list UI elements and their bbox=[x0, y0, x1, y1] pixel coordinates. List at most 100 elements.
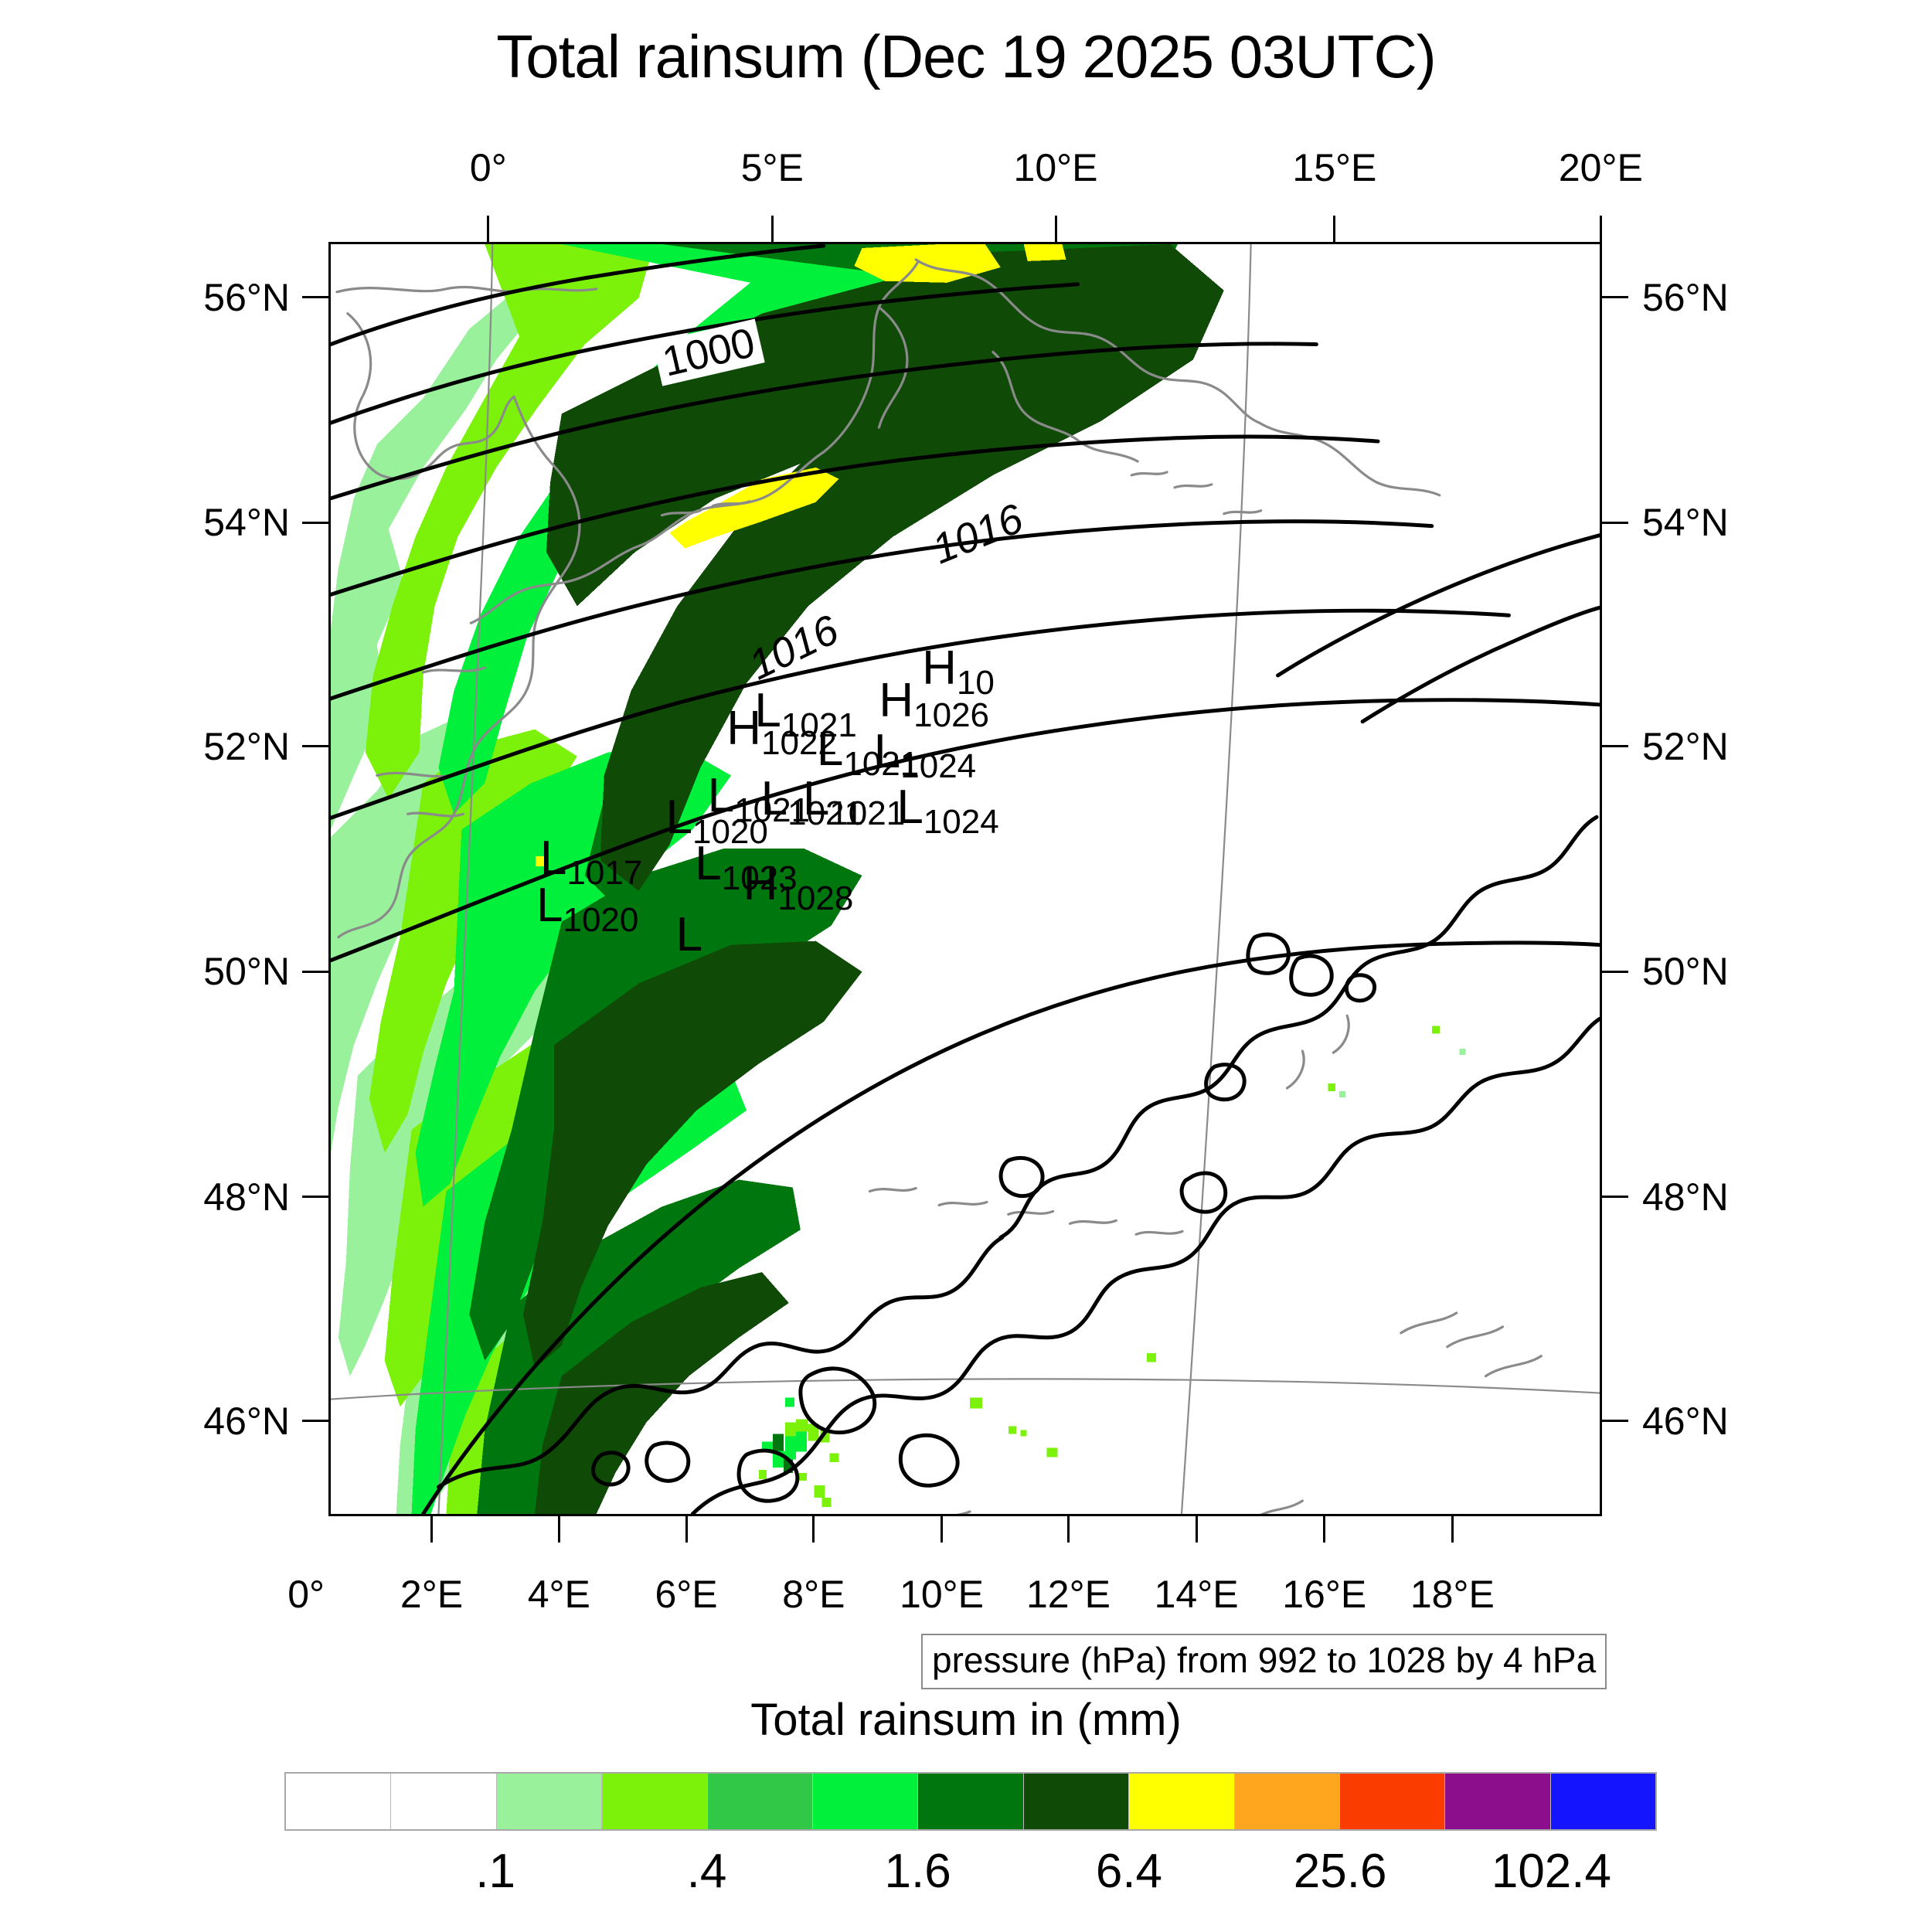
pressure-center-l-clipped-bottom: L bbox=[675, 907, 703, 961]
axis-label-left-3: 50°N bbox=[203, 950, 290, 994]
colorbar-cell-5[interactable] bbox=[812, 1774, 919, 1829]
axis-label-right-0: 56°N bbox=[1642, 275, 1729, 319]
pressure-center-l-1021-a: L1021 bbox=[754, 684, 857, 745]
axis-label-bottom-5: 10°E bbox=[900, 1573, 984, 1616]
axis-label-bottom-7: 14°E bbox=[1154, 1573, 1239, 1616]
axis-tick-bottom-3 bbox=[685, 1516, 688, 1543]
axis-tick-top-4 bbox=[1599, 216, 1602, 242]
axis-label-left-0: 56°N bbox=[203, 275, 290, 319]
axis-tick-right-3 bbox=[1602, 970, 1628, 973]
colorbar-cell-1[interactable] bbox=[391, 1774, 497, 1829]
colorbar-cell-11[interactable] bbox=[1445, 1774, 1551, 1829]
pressure-center-l-1021-b: L1021 bbox=[816, 722, 920, 783]
page-title: Total rainsum (Dec 19 2025 03UTC) bbox=[496, 22, 1437, 90]
pressure-center-l-1020-a: L1020 bbox=[665, 791, 768, 852]
axis-label-right-3: 50°N bbox=[1642, 950, 1729, 994]
colorbar-cell-6[interactable] bbox=[918, 1774, 1024, 1829]
axis-label-right-1: 54°N bbox=[1642, 501, 1729, 545]
axis-tick-right-1 bbox=[1602, 521, 1628, 524]
axis-tick-bottom-8 bbox=[1323, 1516, 1326, 1543]
colorbar-cell-8[interactable] bbox=[1129, 1774, 1235, 1829]
colorbar-cell-0[interactable] bbox=[286, 1774, 392, 1829]
map-plot-area[interactable]: 1000 1016 1016 H1022 L1021 L1021 L1021 L… bbox=[328, 242, 1602, 1516]
pressure-center-h-1022: H1022 bbox=[726, 702, 837, 763]
pressure-center-l-1017: L1017 bbox=[539, 831, 643, 893]
axis-label-left-2: 52°N bbox=[203, 724, 290, 768]
axis-tick-right-0 bbox=[1602, 296, 1628, 299]
axis-tick-right-5 bbox=[1602, 1420, 1628, 1423]
axis-label-top-1: 5°E bbox=[740, 146, 804, 189]
axis-label-bottom-0: 0° bbox=[287, 1573, 325, 1616]
pressure-center-l-1024-a: L1024 bbox=[873, 724, 977, 786]
axis-label-right-4: 48°N bbox=[1642, 1175, 1729, 1219]
axis-label-bottom-1: 2°E bbox=[400, 1573, 464, 1616]
pressure-center-l-1024-b: L1024 bbox=[896, 781, 999, 842]
pressure-center-h-1026: H1026 bbox=[879, 674, 990, 735]
colorbar-tick-1.6: 1.6 bbox=[884, 1845, 951, 1898]
colorbar-tick-102.4: 102.4 bbox=[1491, 1845, 1611, 1898]
axis-tick-bottom-1 bbox=[430, 1516, 433, 1543]
map-canvas bbox=[331, 244, 1600, 1514]
axis-label-left-1: 54°N bbox=[203, 501, 290, 545]
axis-label-bottom-9: 18°E bbox=[1410, 1573, 1495, 1616]
axis-tick-right-2 bbox=[1602, 745, 1628, 748]
axis-label-top-2: 10°E bbox=[1013, 146, 1098, 189]
axis-tick-top-3 bbox=[1333, 216, 1336, 242]
pressure-center-l-1021-e: L1021 bbox=[802, 771, 906, 832]
colorbar-cell-4[interactable] bbox=[707, 1774, 813, 1829]
axis-label-top-4: 20°E bbox=[1558, 146, 1643, 189]
pressure-contours bbox=[331, 244, 1600, 1514]
colorbar[interactable] bbox=[284, 1772, 1657, 1831]
colorbar-cell-12[interactable] bbox=[1550, 1774, 1656, 1829]
pressure-center-l-1021-d: L1021 bbox=[760, 771, 863, 832]
axis-tick-left-3 bbox=[302, 970, 328, 973]
axis-tick-left-5 bbox=[302, 1420, 328, 1423]
colorbar-cell-7[interactable] bbox=[1023, 1774, 1130, 1829]
pressure-center-l-1021-c: L1021 bbox=[707, 769, 811, 830]
pressure-legend-note: pressure (hPa) from 992 to 1028 by 4 hPa bbox=[921, 1634, 1607, 1689]
axis-label-right-5: 46°N bbox=[1642, 1399, 1729, 1443]
axis-label-top-0: 0° bbox=[469, 146, 507, 189]
colorbar-cell-9[interactable] bbox=[1234, 1774, 1340, 1829]
colorbar-cell-10[interactable] bbox=[1339, 1774, 1446, 1829]
pressure-center-h-10-clipped: H10 bbox=[922, 641, 995, 702]
axis-tick-bottom-9 bbox=[1451, 1516, 1454, 1543]
precipitation-shading bbox=[331, 244, 1466, 1514]
axis-label-bottom-8: 16°E bbox=[1282, 1573, 1367, 1616]
colorbar-caption: Total rainsum in (mm) bbox=[750, 1695, 1182, 1745]
axis-tick-bottom-4 bbox=[812, 1516, 815, 1543]
coastlines bbox=[335, 258, 1543, 1514]
axis-tick-left-1 bbox=[302, 521, 328, 524]
colorbar-tick-.1: .1 bbox=[475, 1845, 515, 1898]
colorbar-tick-25.6: 25.6 bbox=[1293, 1845, 1387, 1898]
axis-tick-bottom-7 bbox=[1195, 1516, 1198, 1543]
axis-tick-left-0 bbox=[302, 296, 328, 299]
axis-label-bottom-2: 4°E bbox=[527, 1573, 590, 1616]
axis-label-left-5: 46°N bbox=[203, 1399, 290, 1443]
axis-label-top-3: 15°E bbox=[1292, 146, 1377, 189]
colorbar-tick-labels: .1 .4 1.6 6.4 25.6 102.4 bbox=[284, 1844, 1657, 1913]
axis-label-right-2: 52°N bbox=[1642, 724, 1729, 768]
axis-tick-left-4 bbox=[302, 1196, 328, 1199]
axis-tick-top-1 bbox=[770, 216, 774, 242]
pressure-center-l-1023: L1023 bbox=[695, 836, 798, 897]
axis-label-bottom-3: 6°E bbox=[655, 1573, 718, 1616]
axis-tick-bottom-5 bbox=[940, 1516, 943, 1543]
axis-tick-top-0 bbox=[487, 216, 490, 242]
axis-label-bottom-6: 12°E bbox=[1026, 1573, 1111, 1616]
colorbar-tick-6.4: 6.4 bbox=[1095, 1845, 1163, 1898]
axis-label-left-4: 48°N bbox=[203, 1175, 290, 1219]
axis-tick-bottom-2 bbox=[557, 1516, 560, 1543]
colorbar-cell-3[interactable] bbox=[602, 1774, 708, 1829]
pressure-center-l-1020-b: L1020 bbox=[536, 878, 639, 939]
axis-tick-bottom-6 bbox=[1066, 1516, 1070, 1543]
graticule bbox=[331, 244, 1600, 1514]
pressure-center-h-1028: H1028 bbox=[743, 856, 854, 918]
axis-tick-right-4 bbox=[1602, 1196, 1628, 1199]
axis-tick-top-2 bbox=[1054, 216, 1057, 242]
colorbar-tick-.4: .4 bbox=[686, 1845, 727, 1898]
colorbar-cell-2[interactable] bbox=[496, 1774, 603, 1829]
axis-label-bottom-4: 8°E bbox=[782, 1573, 845, 1616]
axis-tick-left-2 bbox=[302, 745, 328, 748]
